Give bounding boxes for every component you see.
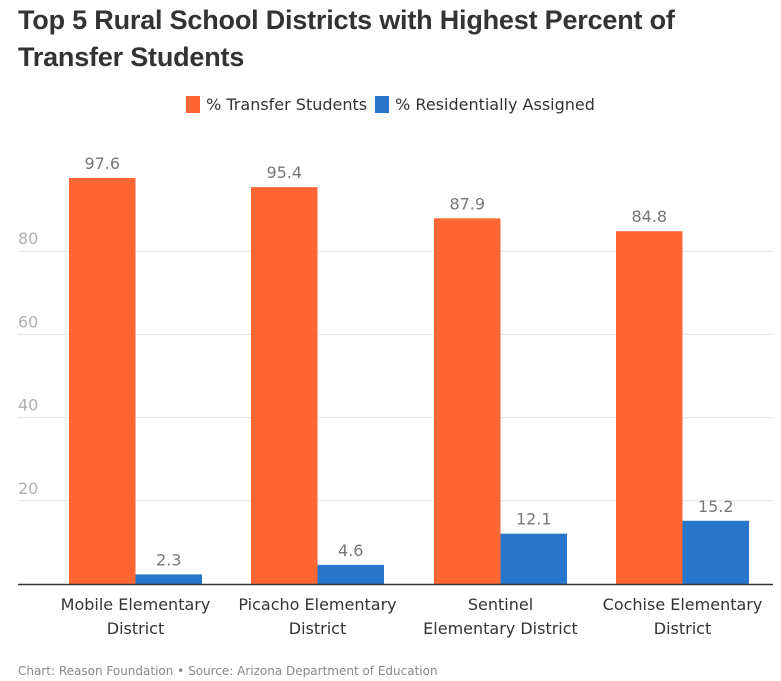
legend-item-residential: % Residentially Assigned xyxy=(375,95,595,114)
bar-transfer-3 xyxy=(616,231,683,584)
legend: % Transfer Students % Residentially Assi… xyxy=(0,95,781,114)
data-label-residential-2: 12.1 xyxy=(516,510,552,529)
data-label-residential-0: 2.3 xyxy=(156,550,181,569)
bar-residential-3 xyxy=(682,520,749,584)
x-category-label-3-line-0: Cochise Elementary xyxy=(603,595,763,614)
legend-item-transfer: % Transfer Students xyxy=(186,95,367,114)
x-category-label-1-line-0: Picacho Elementary xyxy=(238,595,396,614)
bar-transfer-1 xyxy=(251,187,318,585)
data-label-residential-1: 4.6 xyxy=(338,541,363,560)
x-category-label-0-line-0: Mobile Elementary xyxy=(61,595,211,614)
bar-residential-1 xyxy=(317,564,384,584)
bar-residential-2 xyxy=(500,533,567,584)
data-label-transfer-1: 95.4 xyxy=(266,163,302,182)
x-category-label-0-line-1: District xyxy=(107,619,164,638)
y-tick-label-60: 60 xyxy=(18,312,38,331)
x-category-label-3-line-1: District xyxy=(654,619,711,638)
chart-title: Top 5 Rural School Districts with Highes… xyxy=(18,5,675,72)
legend-swatch-residential xyxy=(375,96,390,113)
legend-label-residential: % Residentially Assigned xyxy=(395,95,595,114)
y-tick-label-40: 40 xyxy=(18,396,38,415)
data-label-transfer-3: 84.8 xyxy=(631,207,667,226)
legend-label-transfer: % Transfer Students xyxy=(206,95,368,114)
y-tick-label-80: 80 xyxy=(18,229,38,248)
data-label-residential-3: 15.2 xyxy=(698,497,734,516)
legend-swatch-transfer xyxy=(186,96,201,113)
chart-footer: Chart: Reason Foundation • Source: Arizo… xyxy=(18,664,438,678)
data-label-transfer-0: 97.6 xyxy=(84,154,120,173)
x-category-label-2-line-1: Elementary District xyxy=(423,619,578,638)
y-tick-label-20: 20 xyxy=(18,479,38,498)
bar-residential-0 xyxy=(135,574,202,584)
bar-transfer-2 xyxy=(434,218,501,584)
x-category-label-2-line-0: Sentinel xyxy=(468,595,533,614)
bar-transfer-0 xyxy=(69,177,136,584)
data-label-transfer-2: 87.9 xyxy=(449,194,485,213)
x-category-label-1-line-1: District xyxy=(289,619,346,638)
